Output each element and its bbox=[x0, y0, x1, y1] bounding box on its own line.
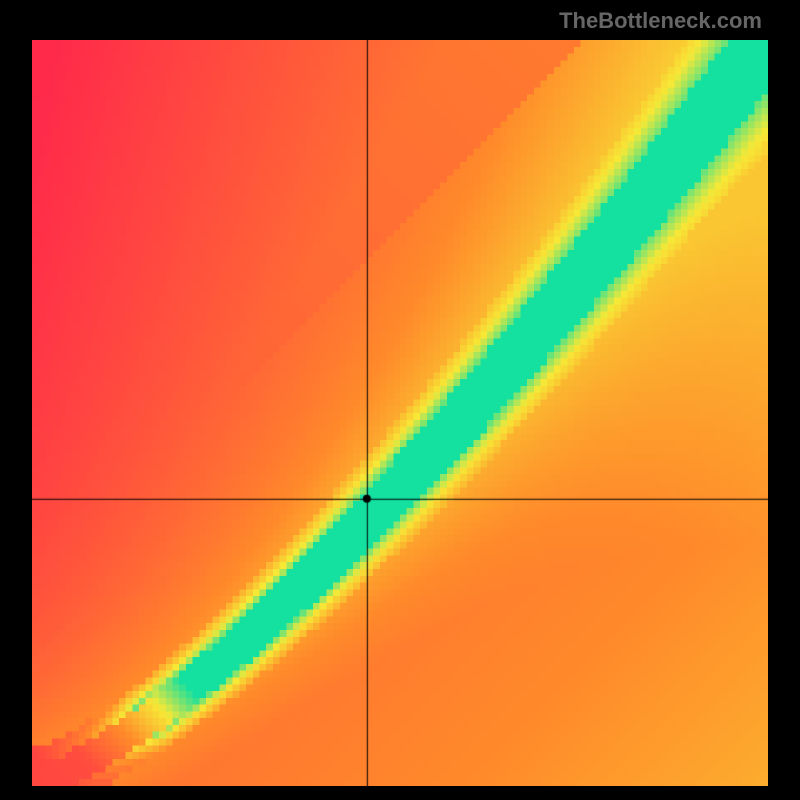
crosshair-overlay bbox=[32, 40, 768, 786]
chart-container: TheBottleneck.com bbox=[0, 0, 800, 800]
watermark: TheBottleneck.com bbox=[559, 8, 762, 34]
